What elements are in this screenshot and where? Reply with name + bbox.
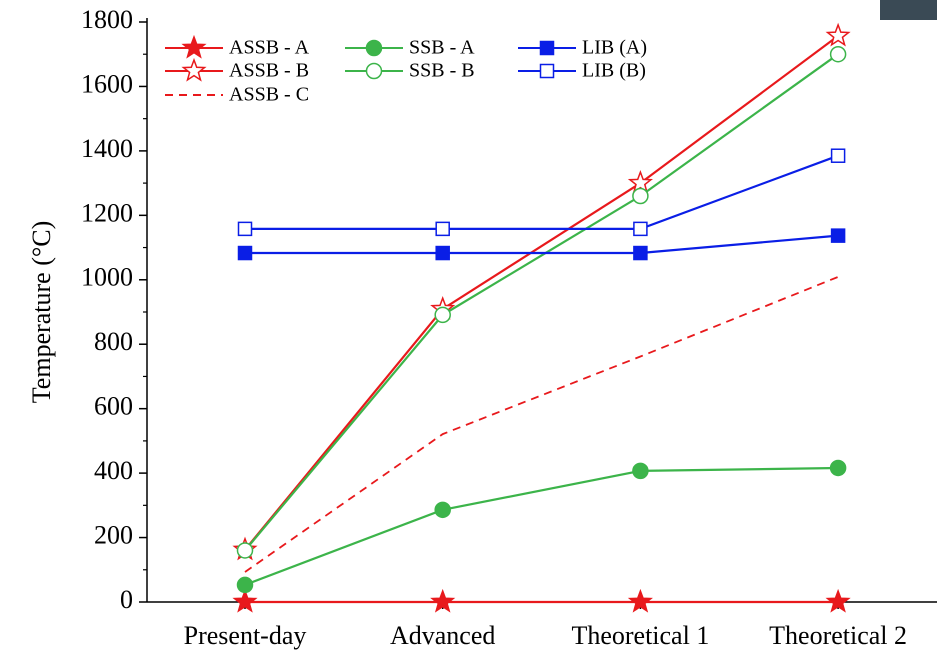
circle-marker [365, 39, 383, 57]
square-marker [539, 40, 555, 56]
y-tick-label: 1400 [81, 134, 133, 163]
y-tick-label: 1200 [81, 198, 133, 227]
legend-label: SSB - A [409, 37, 475, 59]
y-tick-label: 600 [94, 392, 133, 421]
star-marker [825, 588, 851, 613]
x-tick-label: Advanced [390, 621, 495, 650]
square-marker [830, 228, 846, 243]
y-tick-label: 400 [94, 456, 133, 485]
circle-marker [434, 306, 451, 324]
y-tick-label: 200 [94, 521, 133, 550]
circle-marker [236, 542, 254, 559]
star-marker [627, 169, 653, 194]
circle-marker [632, 187, 649, 205]
circle-marker [829, 45, 847, 63]
circle-marker [365, 62, 383, 80]
x-tick-label: Theoretical 2 [769, 621, 907, 650]
series [237, 228, 846, 261]
star-marker [825, 22, 851, 47]
y-tick-label: 1600 [81, 69, 133, 98]
legend-label: LIB (B) [582, 60, 646, 82]
series-line [244, 276, 839, 573]
square-marker [633, 245, 648, 261]
legend-label: LIB (A) [582, 37, 647, 59]
series-line [245, 234, 839, 255]
y-tick-label: 800 [94, 327, 133, 356]
legend-label: SSB - B [409, 60, 475, 82]
square-marker [237, 245, 253, 261]
series [232, 588, 851, 613]
square-marker [830, 148, 846, 163]
legend-label: ASSB - C [229, 84, 309, 106]
y-tick-label: 1000 [81, 263, 133, 292]
y-tick-label: 0 [120, 585, 133, 614]
star-marker [627, 588, 653, 613]
series [236, 45, 847, 559]
star-marker [181, 57, 207, 82]
series [236, 459, 847, 594]
series [237, 148, 846, 237]
x-tick-label: Present-day [184, 621, 307, 650]
y-axis-label: Temperature (°C) [27, 221, 56, 404]
series-line [245, 154, 839, 230]
star-marker [181, 34, 207, 59]
square-marker [435, 221, 450, 237]
square-marker [539, 63, 555, 79]
legend-label: ASSB - B [229, 60, 309, 82]
series-line [244, 466, 839, 586]
series [232, 22, 851, 561]
square-marker [633, 221, 648, 237]
circle-marker [434, 501, 451, 519]
square-marker [237, 221, 253, 237]
photo-fragment [880, 0, 937, 20]
circle-marker [829, 459, 847, 477]
series [244, 276, 839, 573]
y-tick-label: 1800 [81, 5, 133, 34]
square-marker [435, 245, 450, 261]
circle-marker [632, 462, 649, 480]
legend-label: ASSB - A [229, 37, 310, 59]
series-line [244, 35, 839, 551]
star-marker [430, 588, 456, 613]
x-tick-label: Theoretical 1 [571, 621, 709, 650]
star-marker [232, 588, 258, 613]
circle-marker [236, 576, 254, 594]
series-line [244, 53, 839, 552]
